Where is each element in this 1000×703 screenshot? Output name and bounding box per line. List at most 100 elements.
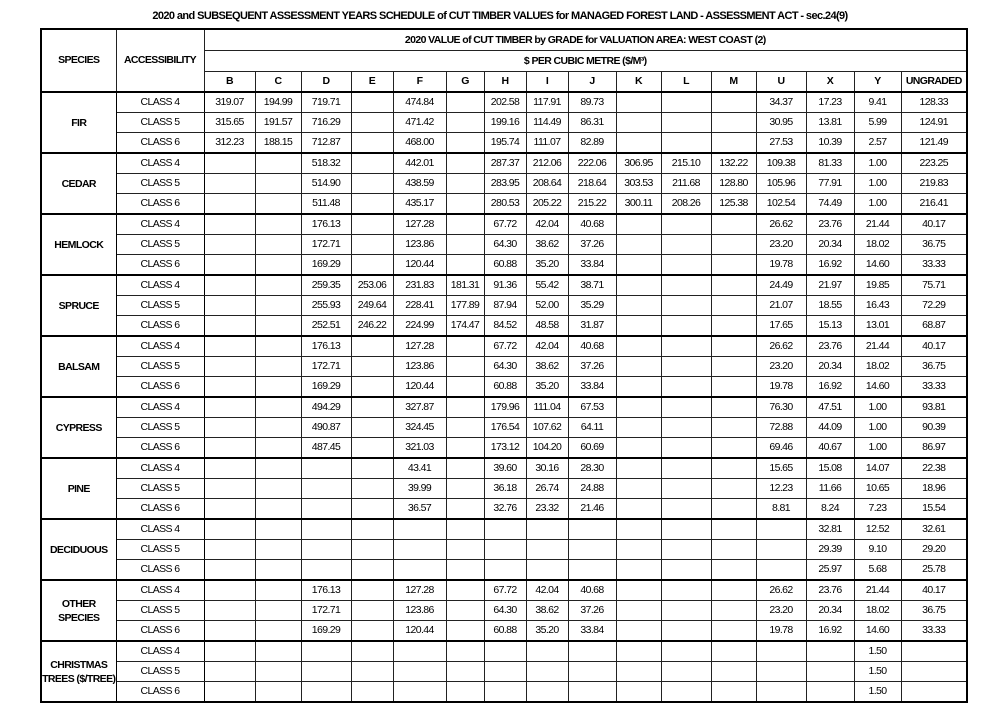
value-cell-m (710, 498, 757, 520)
value-cell-f: 228.41 (392, 295, 447, 316)
value-cell-i: 38.62 (525, 356, 569, 377)
value-cell-x: 20.34 (805, 356, 855, 377)
value-cell-g (445, 640, 485, 662)
accessibility-cell: CLASS 6 (115, 376, 205, 398)
value-cell-x: 77.91 (805, 173, 855, 194)
value-cell-h: 87.94 (483, 295, 527, 316)
value-cell-f: 120.44 (392, 254, 447, 276)
value-cell-f: 127.28 (392, 335, 447, 357)
value-cell-h: 195.74 (483, 132, 527, 154)
value-cell-f: 438.59 (392, 173, 447, 194)
value-cell-l (660, 132, 712, 154)
value-cell-h: 287.37 (483, 152, 527, 174)
value-cell-d: 712.87 (300, 132, 352, 154)
value-cell-f: 36.57 (392, 498, 447, 520)
value-cell-u: 105.96 (755, 173, 807, 194)
value-cell-d: 169.29 (300, 376, 352, 398)
value-cell-e: 249.64 (350, 295, 394, 316)
value-cell-k (615, 478, 662, 499)
value-cell-k (615, 681, 662, 703)
value-cell-k (615, 295, 662, 316)
value-cell-j: 222.06 (567, 152, 617, 174)
value-cell-g (445, 498, 485, 520)
value-cell-d: 494.29 (300, 396, 352, 418)
value-cell-i: 114.49 (525, 112, 569, 133)
value-cell-j (567, 559, 617, 581)
value-cell-x: 15.13 (805, 315, 855, 337)
value-cell-h: 64.30 (483, 356, 527, 377)
accessibility-cell: CLASS 6 (115, 254, 205, 276)
table-row: CLASS 5 172.71 123.86 64.30 38.62 37.26 23.20 2… (41, 600, 968, 621)
value-cell-u: 8.81 (755, 498, 807, 520)
value-cell-h: 280.53 (483, 193, 527, 215)
value-cell-m (710, 640, 757, 662)
value-cell-h: 60.88 (483, 254, 527, 276)
value-cell-b (203, 600, 256, 621)
value-cell-u: 26.62 (755, 335, 807, 357)
value-cell-m (710, 274, 757, 296)
value-cell-c (254, 539, 302, 560)
value-cell-c: 188.15 (254, 132, 302, 154)
value-cell-h: 64.30 (483, 234, 527, 255)
value-cell-u: 30.95 (755, 112, 807, 133)
value-cell-d (300, 681, 352, 703)
value-cell-j (567, 681, 617, 703)
value-cell-i: 55.42 (525, 274, 569, 296)
value-cell-u: 23.20 (755, 234, 807, 255)
value-cell-m (710, 213, 757, 235)
value-cell-h: 39.60 (483, 457, 527, 479)
value-cell-k (615, 437, 662, 459)
value-cell-l (660, 559, 712, 581)
accessibility-cell: CLASS 4 (115, 335, 205, 357)
value-cell-ungraded: 36.75 (900, 234, 968, 255)
accessibility-cell: CLASS 4 (115, 579, 205, 601)
value-cell-d: 719.71 (300, 91, 352, 113)
value-cell-d (300, 518, 352, 540)
value-cell-ungraded: 128.33 (900, 91, 968, 113)
value-cell-g (445, 396, 485, 418)
value-cell-e: 246.22 (350, 315, 394, 337)
value-cell-i: 212.06 (525, 152, 569, 174)
value-cell-i (525, 518, 569, 540)
value-cell-f: 231.83 (392, 274, 447, 296)
value-cell-k (615, 498, 662, 520)
value-cell-l (660, 437, 712, 459)
value-cell-c: 191.57 (254, 112, 302, 133)
value-cell-e (350, 457, 394, 479)
value-cell-d: 172.71 (300, 600, 352, 621)
value-cell-x: 81.33 (805, 152, 855, 174)
value-cell-k: 306.95 (615, 152, 662, 174)
value-cell-m (710, 315, 757, 337)
table-row: CLASS 5 514.90 438.59 283.95 208.64 218.64 303… (41, 173, 968, 194)
value-cell-g (445, 376, 485, 398)
value-cell-y: 2.57 (853, 132, 902, 154)
value-cell-b (203, 498, 256, 520)
value-cell-d (300, 559, 352, 581)
table-row: CLASS 6 312.23 188.15 712.87 468.00 195.74 111… (41, 132, 968, 154)
value-cell-f: 123.86 (392, 234, 447, 255)
value-cell-e (350, 234, 394, 255)
value-cell-c (254, 661, 302, 682)
grade-header-ungraded: UNGRADED (900, 71, 968, 93)
table-row: CEDAR CLASS 4 518.32 442.01 287.37 212.06 222.… (40, 152, 968, 215)
value-cell-j: 33.84 (567, 376, 617, 398)
value-cell-c (254, 600, 302, 621)
value-cell-m (710, 356, 757, 377)
value-cell-x: 16.92 (805, 620, 855, 642)
value-cell-c (254, 559, 302, 581)
value-cell-c (254, 417, 302, 438)
value-cell-i (525, 681, 569, 703)
value-cell-ungraded: 15.54 (900, 498, 968, 520)
value-cell-y: 5.99 (853, 112, 902, 133)
species-cell: OTHER SPECIES (40, 579, 117, 642)
value-cell-m: 132.22 (710, 152, 757, 174)
value-cell-l (660, 315, 712, 337)
value-cell-i: 205.22 (525, 193, 569, 215)
value-cell-g (445, 600, 485, 621)
value-cell-y: 21.44 (853, 213, 902, 235)
value-cell-u: 27.53 (755, 132, 807, 154)
value-cell-g (445, 681, 485, 703)
value-cell-f: 120.44 (392, 376, 447, 398)
value-cell-k (615, 579, 662, 601)
value-cell-ungraded: 33.33 (900, 376, 968, 398)
